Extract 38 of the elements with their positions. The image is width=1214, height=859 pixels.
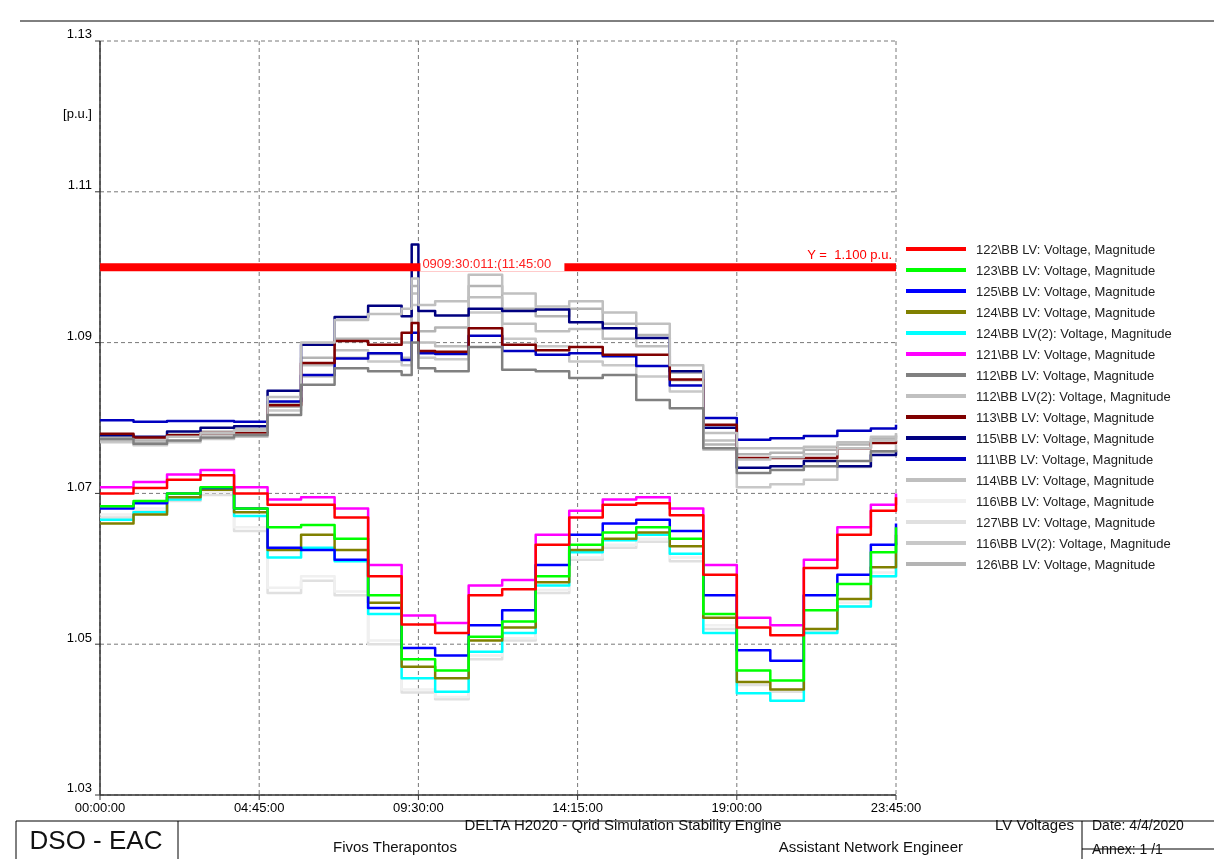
x-tick-label: 23:45:00 [870,800,922,815]
legend-label: 122\BB LV: Voltage, Magnitude [976,242,1156,257]
legend-label: 113\BB LV: Voltage, Magnitude [976,410,1155,425]
legend-label: 114\BB LV: Voltage, Magnitude [976,473,1155,488]
ref-line-label: Y = 1.100 p.u. [807,247,892,263]
legend-label: 124\BB LV(2): Voltage, Magnitude [976,326,1172,341]
legend-label: 115\BB LV: Voltage, Magnitude [976,431,1155,446]
legend-label: 125\BB LV: Voltage, Magnitude [976,284,1156,299]
legend-label: 112\BB LV: Voltage, Magnitude [976,368,1155,383]
x-tick-label: 09:30:00 [393,800,444,815]
legend-label: 112\BB LV(2): Voltage, Magnitude [976,389,1171,404]
text: Date: 4/4/2020 [1092,817,1185,833]
x-tick-label: 00:00:00 [74,800,126,815]
y-tick-label: 1.13 [66,26,92,42]
text: Fivos Therapontos [333,838,457,855]
legend-label: 123\BB LV: Voltage, Magnitude [976,263,1156,278]
annotation: 0909:30:011:(11:45:00 [422,256,552,272]
text: Annex: 1 /1 [1092,841,1164,857]
legend-label: 127\BB LV: Voltage, Magnitude [976,515,1156,530]
y-tick-label: 1.11 [67,177,92,193]
y-tick-label: 1.07 [66,478,92,494]
legend-label: 116\BB LV: Voltage, Magnitude [976,494,1155,509]
legend-label: 126\BB LV: Voltage, Magnitude [976,557,1156,572]
y-tick-label: 1.09 [66,328,92,343]
x-tick-label: 14:15:00 [552,800,603,815]
text: DSO - EAC [29,825,163,855]
text: Assistant Network Engineer [778,838,963,855]
legend-label: 116\BB LV(2): Voltage, Magnitude [976,536,1171,551]
x-tick-label: 04:45:00 [233,800,285,815]
y-tick-label: 1.05 [66,629,92,645]
y-tick-label: 1.03 [66,780,92,796]
legend-label: 121\BB LV: Voltage, Magnitude [976,347,1156,362]
y-axis-title: [p.u.] [63,106,92,121]
text: LV Voltages [995,816,1074,833]
text: DELTA H2020 - Qrid Simulation Stability Engine [464,816,782,833]
legend-label: 124\BB LV: Voltage, Magnitude [976,305,1156,320]
x-tick-label: 19:00:00 [711,800,763,815]
legend-label: 111\BB LV: Voltage, Magnitude [976,452,1154,467]
